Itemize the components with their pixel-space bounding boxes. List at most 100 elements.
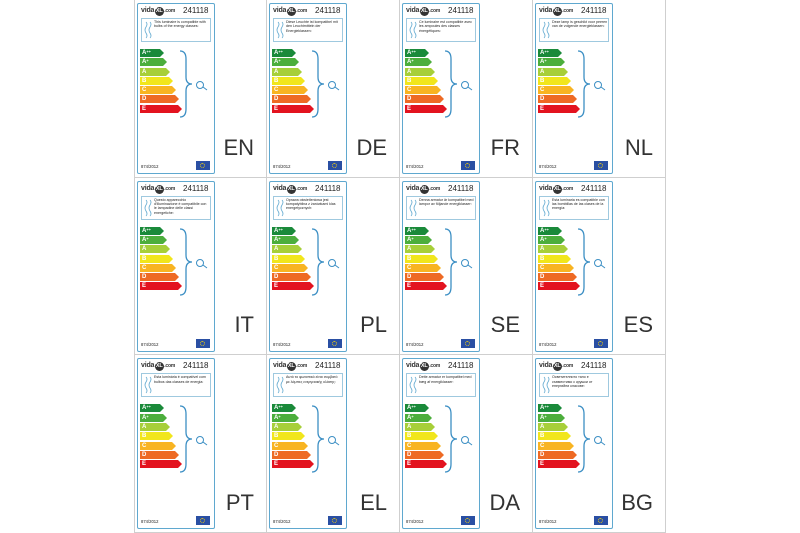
description-box: Esta luminaria es compatible con las bom…: [539, 195, 609, 220]
eu-flag-icon: [594, 338, 608, 348]
brand-text-left: vida: [273, 7, 287, 14]
brace-bulb-icon: [444, 228, 473, 296]
product-code: 241118: [581, 183, 607, 193]
energy-class-bar: B: [538, 76, 571, 85]
energy-class-bar: A: [405, 422, 435, 431]
description-box: Diese Leuchte ist kompatibel mit den Leu…: [273, 18, 343, 42]
language-code: DE: [356, 134, 387, 160]
brand-text-left: vida: [273, 362, 287, 370]
brand-text-right: .com: [164, 185, 176, 192]
compatibility-text: Esta luminária é compatível com bulbos d…: [154, 375, 206, 384]
energy-class-bar: B: [140, 76, 173, 85]
description-box: Esta luminária é compatível com bulbos d…: [141, 373, 211, 398]
energy-class-bar: E: [405, 104, 447, 113]
energy-class-bar: C: [405, 263, 441, 272]
energy-class-bar: D: [140, 273, 179, 282]
brace-bulb-icon: [577, 50, 606, 118]
brace-bulb-icon: [311, 405, 340, 473]
regulation-number: 874/2012: [273, 164, 291, 169]
language-code: FR: [490, 134, 520, 160]
brand-circle: XL: [154, 362, 164, 372]
energy-class-bar: D: [405, 273, 444, 282]
brand-circle: XL: [552, 184, 562, 194]
energy-class-bar: A++: [272, 404, 296, 413]
eu-flag-icon: [196, 516, 210, 526]
compatibility-text: Questo apparecchio d'illuminazione è com…: [154, 197, 207, 215]
energy-class-scale: A++ A+ A B C D E: [405, 226, 447, 292]
brand-text-right: .com: [562, 8, 574, 14]
energy-class-bar: A: [405, 245, 435, 254]
energy-class-bar: E: [272, 282, 314, 291]
brand-logo: vida XL .com: [141, 184, 176, 194]
energy-class-bar: D: [405, 450, 444, 459]
brace-bulb-icon: [311, 50, 340, 118]
brand-text-right: .com: [164, 363, 176, 370]
regulation-number: 874/2012: [273, 341, 291, 347]
energy-class-bar: A+: [140, 235, 167, 244]
brand-text-right: .com: [296, 363, 308, 370]
description-box: Deze lamp is geschikt voor peeren van de…: [539, 18, 609, 42]
product-code: 241118: [581, 6, 607, 15]
brand-logo: vida XL .com: [539, 362, 573, 372]
energy-label-card: vida XL .com 241118 Deze lamp is geschikt …: [535, 3, 613, 174]
label-cell-de: vida XL .com 241118 Diese Leuchte ist komp…: [267, 0, 400, 178]
energy-class-bar: A++: [140, 226, 164, 235]
regulation-number: 874/2012: [406, 341, 424, 347]
energy-class-bar: A+: [405, 235, 432, 244]
brand-text-right: .com: [296, 185, 308, 192]
product-code: 241118: [581, 361, 607, 371]
language-code: ES: [623, 312, 653, 338]
energy-class-bar: C: [405, 441, 441, 450]
language-code: BG: [621, 489, 653, 515]
energy-class-bar: A++: [405, 404, 429, 413]
energy-class-bar: A++: [538, 404, 562, 413]
energy-label-card: vida XL .com 241118 Denna armatur är kompa…: [402, 180, 480, 352]
regulation-number: 874/2012: [406, 519, 424, 525]
eu-flag-icon: [461, 338, 475, 348]
brand-logo: vida XL .com: [273, 362, 308, 372]
regulation-number: 874/2012: [406, 164, 424, 169]
brand-logo: vida XL .com: [406, 184, 440, 194]
energy-label-card: vida XL .com 241118 Ce luminaire est compa…: [402, 3, 480, 174]
energy-class-scale: A++ A+ A B C D E: [140, 49, 182, 114]
energy-class-bar: E: [538, 282, 580, 291]
brand-circle: XL: [286, 362, 296, 372]
brand-logo: vida XL .com: [539, 7, 573, 16]
compatibility-text: Diese Leuchte ist kompatibel mit den Leu…: [286, 20, 338, 33]
energy-class-bar: A++: [538, 226, 562, 235]
energy-label-card: vida XL .com 241118 Questo apparecchio d'i…: [137, 180, 215, 352]
compatibility-text: This luminaire is compatible with bulbs …: [154, 20, 206, 29]
energy-class-bar: A++: [538, 49, 562, 57]
energy-class-scale: A++ A+ A B C D E: [272, 404, 314, 469]
brand-circle: XL: [552, 362, 562, 372]
energy-class-bar: C: [140, 263, 176, 272]
energy-class-bar: E: [272, 460, 314, 469]
energy-class-bar: A++: [405, 226, 429, 235]
energy-class-bar: A++: [272, 49, 296, 57]
brace-bulb-icon: [179, 228, 208, 296]
energy-class-bar: B: [405, 76, 438, 85]
energy-class-bar: B: [272, 76, 305, 85]
lamp-outline-icon: [144, 199, 152, 216]
energy-class-bar: D: [405, 95, 444, 104]
lamp-outline-icon: [276, 377, 284, 394]
energy-class-scale: A++ A+ A B C D E: [405, 49, 447, 114]
brand-text-left: vida: [406, 184, 420, 192]
energy-class-bar: C: [272, 441, 308, 450]
brand-circle: XL: [419, 184, 429, 194]
energy-label-card: vida XL .com 241118 Oprawa oświetleniowa j…: [269, 180, 347, 352]
energy-class-bar: E: [405, 282, 447, 291]
energy-class-bar: A: [405, 67, 435, 76]
regulation-number: 874/2012: [141, 519, 159, 525]
compatibility-text: Esta luminaria es compatible con las bom…: [552, 197, 605, 211]
energy-class-bar: A++: [405, 49, 429, 57]
energy-class-bar: E: [140, 282, 182, 291]
energy-class-bar: E: [538, 460, 580, 469]
brace-bulb-icon: [179, 405, 208, 473]
brand-text-left: vida: [406, 7, 420, 14]
brace-bulb-icon: [444, 405, 473, 473]
brand-logo: vida XL .com: [273, 184, 308, 194]
lamp-outline-icon: [409, 21, 417, 39]
energy-class-bar: D: [272, 273, 311, 282]
energy-label-card: vida XL .com 241118 Esta luminária é compa…: [137, 358, 215, 530]
